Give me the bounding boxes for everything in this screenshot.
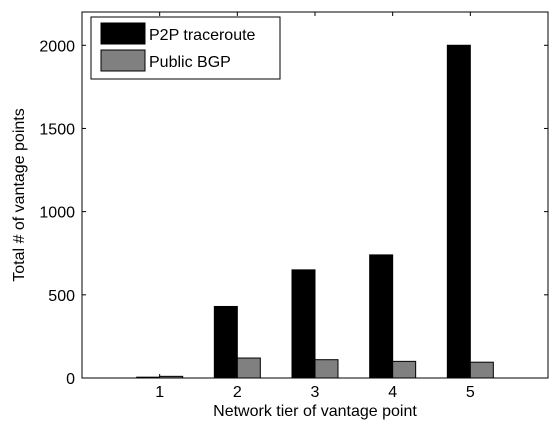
y-tick-label: 1500 <box>39 121 75 138</box>
x-axis-title: Network tier of vantage point <box>213 403 417 420</box>
x-tick-label: 4 <box>388 384 397 401</box>
legend-label-p2p-traceroute: P2P traceroute <box>149 27 256 44</box>
x-tick-label: 5 <box>466 384 475 401</box>
bar-p2p-traceroute <box>369 254 394 379</box>
x-tick-label: 2 <box>233 384 242 401</box>
bar-p2p-traceroute <box>213 305 238 379</box>
bar-public-bgp <box>314 359 339 379</box>
bar-p2p-traceroute <box>291 269 316 379</box>
x-tick-label: 3 <box>311 384 320 401</box>
x-tick-label: 1 <box>155 384 164 401</box>
y-tick-label: 500 <box>48 288 75 305</box>
bars <box>136 44 494 379</box>
legend-swatch-public-bgp <box>100 49 146 72</box>
bar-public-bgp <box>469 361 494 379</box>
y-axis-ticks: 0 500 1000 1500 2000 <box>39 38 548 388</box>
bar-public-bgp <box>236 357 261 379</box>
bar-p2p-traceroute <box>446 44 471 379</box>
legend: P2P traceroute Public BGP <box>90 16 281 80</box>
y-axis-title: Total # of vantage points <box>11 108 28 281</box>
legend-label-public-bgp: Public BGP <box>149 54 231 71</box>
y-tick-label: 1000 <box>39 205 75 222</box>
y-tick-label: 2000 <box>39 38 75 55</box>
y-tick-label: 0 <box>66 371 75 388</box>
bar-public-bgp <box>392 360 417 379</box>
legend-swatch-p2p-traceroute <box>100 22 146 45</box>
plot-frame <box>81 11 549 379</box>
